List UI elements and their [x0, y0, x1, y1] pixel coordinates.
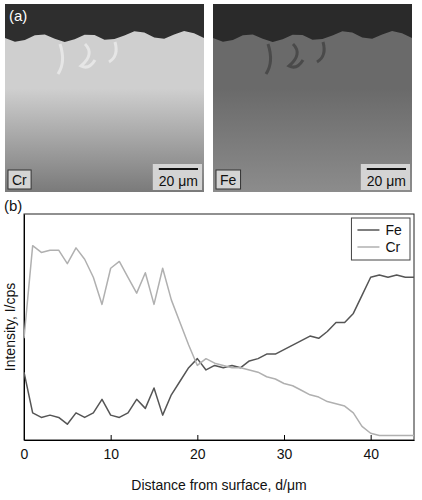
map-image [213, 4, 412, 192]
x-tick-mark [197, 435, 198, 440]
surface-band [213, 4, 412, 42]
map-image [5, 4, 204, 192]
figure: Cr 20 μm Fe 20 μm (a) (b) 0 10 20 30 40 Distance fr… [0, 0, 422, 500]
x-tick: 10 [103, 435, 119, 462]
x-tick-mark [371, 435, 372, 440]
x-tick-label: 0 [21, 446, 29, 462]
panel-letter: (b) [4, 197, 22, 214]
panel-letter: (a) [9, 7, 27, 24]
y-axis-title: Intensity, I/cps [2, 283, 18, 371]
series-line [24, 246, 414, 436]
x-tick-mark [284, 435, 285, 440]
scale-bar-box [361, 164, 410, 190]
x-tick: 40 [363, 435, 379, 462]
x-tick: 30 [277, 435, 293, 462]
scale-bar [367, 168, 406, 170]
x-tick-label: 40 [363, 446, 379, 462]
x-tick-label: 20 [190, 446, 206, 462]
plot-frame [24, 214, 414, 440]
x-tick-label: 10 [103, 446, 119, 462]
legend-item: Fe [357, 222, 402, 238]
x-tick-mark [111, 435, 112, 440]
legend-item: Cr [357, 239, 400, 255]
element-map: Cr 20 μm [5, 4, 204, 192]
legend: FeCr [351, 218, 410, 260]
map-label: Fe [220, 172, 237, 188]
label-box [216, 170, 241, 189]
scale-bar-label: 20 μm [159, 173, 198, 189]
scale-bar [159, 168, 198, 170]
label-box [8, 170, 31, 189]
x-axis: 0 10 20 30 40 [21, 435, 415, 462]
x-axis-line [25, 440, 415, 441]
x-tick: 20 [190, 435, 206, 462]
map-feature [266, 42, 324, 74]
scale-bar-box [153, 164, 202, 190]
legend-box [351, 218, 410, 260]
surface-band [5, 4, 204, 42]
scale-bar-label: 20 μm [367, 173, 406, 189]
legend-label: Cr [385, 239, 400, 255]
legend-label: Fe [385, 222, 402, 238]
map-label: Cr [12, 172, 27, 188]
x-tick-label: 30 [277, 446, 293, 462]
map-feature [58, 42, 116, 74]
x-axis-title: Distance from surface, d/μm [131, 477, 306, 493]
series-group [24, 246, 414, 436]
series-line [24, 275, 414, 424]
legend-swatch [357, 229, 379, 231]
legend-swatch [357, 246, 379, 248]
element-map: Fe 20 μm [213, 4, 412, 192]
